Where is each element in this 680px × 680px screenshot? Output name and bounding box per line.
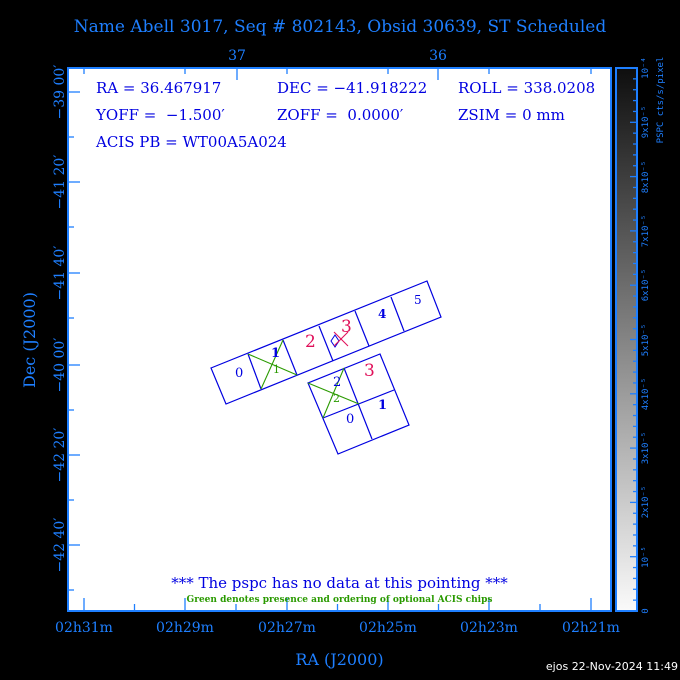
y-tick-label: −40 00′ xyxy=(51,337,68,393)
optional-label-2: 2 xyxy=(333,392,340,405)
plot-area xyxy=(67,67,612,612)
y-tick-label: −42 40′ xyxy=(51,517,68,573)
info-zsim: ZSIM = 0 mm xyxy=(458,106,565,124)
optional-chip-cross xyxy=(322,367,345,419)
chip-label-i2: 2 xyxy=(333,375,342,390)
chip-divider xyxy=(390,296,405,332)
x-tick-label: 02h27m xyxy=(258,620,316,636)
chip-divider xyxy=(354,310,370,347)
y-tick-label: −42 20′ xyxy=(51,427,68,483)
colorbar-tick-label: 4x10⁻⁵ xyxy=(640,377,651,411)
chip-label-s5: 5 xyxy=(414,293,422,307)
top-tick-label: 37 xyxy=(228,48,246,64)
y-tick-label: −39 00′ xyxy=(51,64,68,120)
chip-divider xyxy=(247,353,262,390)
optional-chips-note: Green denotes presence and ordering of o… xyxy=(186,595,493,605)
x-tick-label: 02h25m xyxy=(359,620,417,636)
chip-label-s2: 2 xyxy=(305,332,316,352)
chip-label-s1: 1 xyxy=(271,346,281,361)
chip-label-s4: 4 xyxy=(378,307,387,321)
x-tick-label: 02h29m xyxy=(156,620,214,636)
acis-i-array xyxy=(307,353,410,455)
x-axis-label: RA (J2000) xyxy=(295,650,384,669)
optional-label-1: 1 xyxy=(273,363,280,376)
footer-timestamp: ejos 22-Nov-2024 11:49 xyxy=(545,660,678,673)
x-tick-label: 02h23m xyxy=(460,620,518,636)
chip-label-i3: 3 xyxy=(364,361,375,381)
colorbar-tick-label: 10⁻⁴ xyxy=(640,57,651,79)
info-acis-pb: ACIS PB = WT00A5A024 xyxy=(96,133,287,151)
top-tick-label: 36 xyxy=(429,48,447,64)
colorbar-tick-label: 9x10⁻⁵ xyxy=(640,106,651,139)
colorbar-tick-label: 5x10⁻⁵ xyxy=(640,323,651,356)
colorbar-tick-label: 8x10⁻⁵ xyxy=(640,160,651,193)
colorbar-tick-label: 2x10⁻⁵ xyxy=(640,486,651,519)
colorbar-tick-label: 10⁻⁵ xyxy=(640,545,651,568)
x-tick-label: 02h31m xyxy=(55,620,113,636)
plot-title: Name Abell 3017, Seq # 802143, Obsid 306… xyxy=(73,17,607,37)
chip-divider xyxy=(282,339,298,376)
colorbar-tick-label: 3x10⁻⁵ xyxy=(640,431,651,465)
info-roll: ROLL = 338.0208 xyxy=(458,79,596,97)
info-zoff: ZOFF = 0.0000′ xyxy=(277,106,404,124)
chip-label-i1: 1 xyxy=(378,398,388,413)
colorbar-tick-label: 0 xyxy=(640,608,651,614)
colorbar-tick-label: 6x10⁻⁵ xyxy=(640,268,651,302)
chip-label-i0: 0 xyxy=(346,412,355,427)
colorbar-tick-label: 7x10⁻⁵ xyxy=(640,214,651,248)
chip-divider xyxy=(318,325,334,362)
colorbar-label: PSPC cts/s/pixel xyxy=(655,56,666,144)
y-tick-label: −41 20′ xyxy=(51,154,68,210)
no-data-message: *** The pspc has no data at this pointin… xyxy=(171,574,508,592)
chip-label-s3: 3 xyxy=(341,317,352,337)
aimpoint-marker xyxy=(330,334,340,348)
acis-s-array xyxy=(210,280,442,405)
chip-label-s0: 0 xyxy=(235,366,244,381)
y-axis-label: Dec (J2000) xyxy=(19,292,39,388)
optional-chip-cross xyxy=(260,339,284,390)
info-dec: DEC = −41.918222 xyxy=(277,79,428,97)
info-yoff: YOFF = −1.500′ xyxy=(96,106,225,124)
target-cross xyxy=(333,331,349,347)
y-tick-label: −41 40′ xyxy=(51,245,68,301)
info-ra: RA = 36.467917 xyxy=(96,79,222,97)
x-tick-label: 02h21m xyxy=(562,620,620,636)
